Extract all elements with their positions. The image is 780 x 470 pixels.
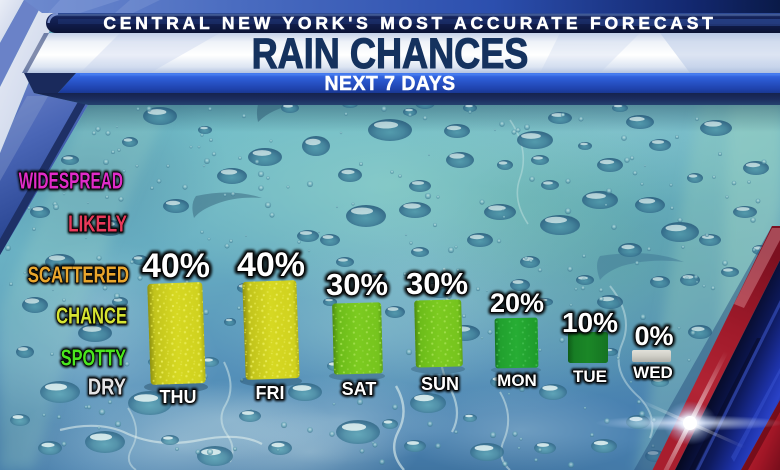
svg-text:DRY: DRY: [88, 375, 126, 400]
svg-text:30%: 30%: [326, 267, 388, 302]
svg-text:CHANCE: CHANCE: [56, 304, 127, 329]
svg-text:20%: 20%: [490, 288, 544, 318]
svg-text:CENTRAL NEW YORK'S MOST ACCURA: CENTRAL NEW YORK'S MOST ACCURATE FORECAS…: [103, 13, 716, 33]
svg-text:SAT: SAT: [342, 379, 377, 399]
svg-text:30%: 30%: [326, 267, 388, 302]
svg-text:SPOTTY: SPOTTY: [61, 346, 126, 371]
svg-text:40%: 40%: [142, 247, 210, 285]
svg-text:TUE: TUE: [573, 367, 607, 386]
svg-text:MON: MON: [497, 371, 537, 390]
svg-text:THU: THU: [160, 387, 197, 407]
svg-text:LIKELY: LIKELY: [68, 212, 127, 237]
svg-text:SPOTTY: SPOTTY: [61, 346, 126, 371]
svg-text:SCATTERED: SCATTERED: [28, 263, 129, 288]
svg-text:WIDESPREAD: WIDESPREAD: [19, 169, 123, 195]
svg-text:CHANCE: CHANCE: [56, 304, 127, 329]
svg-text:SCATTERED: SCATTERED: [28, 263, 129, 288]
svg-text:40%: 40%: [237, 246, 305, 284]
svg-text:40%: 40%: [142, 247, 210, 285]
svg-text:FRI: FRI: [256, 383, 285, 403]
svg-text:RAIN CHANCES: RAIN CHANCES: [252, 30, 529, 78]
svg-text:10%: 10%: [562, 307, 618, 338]
svg-text:THU: THU: [160, 387, 197, 407]
svg-text:WED: WED: [633, 363, 673, 382]
svg-text:SAT: SAT: [342, 379, 377, 399]
svg-text:SUN: SUN: [421, 374, 459, 394]
svg-text:NEXT 7 DAYS: NEXT 7 DAYS: [324, 73, 455, 96]
svg-text:TUE: TUE: [573, 367, 607, 386]
svg-text:DRY: DRY: [88, 375, 126, 400]
svg-text:MON: MON: [497, 371, 537, 390]
svg-text:SUN: SUN: [421, 374, 459, 394]
svg-text:WED: WED: [633, 363, 673, 382]
svg-text:40%: 40%: [237, 246, 305, 284]
svg-text:30%: 30%: [406, 266, 468, 301]
svg-text:LIKELY: LIKELY: [68, 212, 127, 237]
svg-text:0%: 0%: [634, 321, 673, 351]
svg-text:20%: 20%: [490, 288, 544, 318]
svg-text:10%: 10%: [562, 307, 618, 338]
svg-text:30%: 30%: [406, 266, 468, 301]
svg-text:FRI: FRI: [256, 383, 285, 403]
svg-text:WIDESPREAD: WIDESPREAD: [19, 169, 123, 195]
svg-text:0%: 0%: [634, 321, 673, 351]
